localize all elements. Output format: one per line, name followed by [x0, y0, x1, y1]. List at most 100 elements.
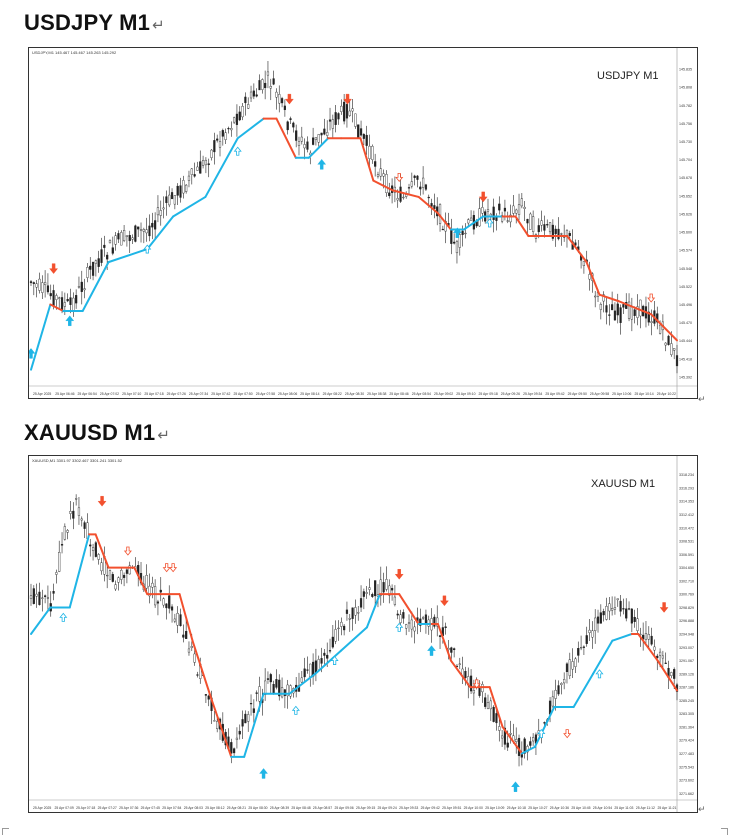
candle-body	[193, 653, 196, 663]
downtrend-segment	[585, 261, 601, 296]
candle-body	[557, 228, 560, 240]
candle-body	[179, 185, 182, 198]
chart-heading-xauusd: XAUUSD M1 ↵	[24, 420, 170, 446]
candle-body	[416, 175, 419, 180]
candle-body	[300, 136, 303, 142]
time-tick-label: 25 Apr 08:21	[227, 806, 246, 810]
candle-body	[218, 141, 222, 148]
candle-body	[605, 606, 608, 620]
price-tick-label: 3316.293	[679, 486, 694, 490]
sell-arrow-icon	[169, 563, 178, 573]
candle-body	[213, 720, 216, 722]
candle-body	[464, 671, 467, 679]
candle-body	[306, 669, 309, 671]
price-tick-label: 145.470	[679, 321, 692, 325]
price-tick-label: 145.418	[679, 357, 692, 361]
downtrend-segment	[94, 533, 110, 569]
downtrend-segment	[488, 686, 504, 728]
candle-body	[38, 591, 41, 605]
uptrend-segment	[365, 593, 381, 629]
candle-body	[162, 598, 165, 606]
candle-body	[656, 655, 659, 659]
price-tick-label: 3308.531	[679, 540, 694, 544]
candle-body	[478, 208, 481, 227]
candle-body	[278, 94, 281, 104]
time-tick-label: 25 Apr 08:12	[205, 806, 224, 810]
candle-body	[249, 91, 253, 99]
candle-body	[523, 738, 526, 754]
candle-body	[365, 134, 368, 146]
time-tick-label: 25 Apr 11:21	[657, 806, 676, 810]
candles	[29, 60, 679, 374]
sell-arrow-icon	[647, 293, 656, 303]
candle-body	[238, 111, 241, 121]
candle-body	[512, 205, 515, 214]
candle-body	[75, 498, 78, 500]
uptrend-segment	[30, 606, 52, 635]
candles	[29, 494, 679, 767]
candle-body	[187, 175, 191, 181]
candle-body	[436, 617, 439, 627]
time-tick-label: 25 Apr 10:22	[657, 392, 676, 396]
candle-body	[173, 195, 176, 205]
candle-body	[196, 674, 199, 676]
buy-arrow-icon	[29, 348, 36, 359]
candle-body	[328, 650, 332, 652]
candle-body	[424, 184, 428, 190]
candle-body	[529, 741, 532, 746]
candle-body	[619, 600, 622, 612]
candle-body	[185, 631, 188, 639]
chart-window-usdjpy[interactable]: 145.835 145.808 145.782 145.756 145.730 145.7…	[28, 47, 698, 399]
candle-body	[523, 206, 526, 209]
candle-body	[317, 134, 320, 143]
candle-body	[303, 668, 306, 678]
candle-body	[139, 229, 143, 231]
candle-body	[97, 554, 100, 560]
uptrend-segment	[243, 692, 265, 758]
chart-window-xauusd[interactable]: 3318.234 3316.293 3314.353 3312.412 3310.472…	[28, 455, 698, 813]
downtrend-segment	[178, 593, 194, 642]
buy-arrow-icon	[65, 315, 75, 326]
candle-body	[283, 689, 286, 696]
price-tick-label: 145.444	[679, 339, 692, 343]
downtrend-segment	[391, 189, 420, 198]
uptrend-segment	[314, 649, 343, 675]
candle-body	[89, 265, 92, 270]
candle-body	[673, 348, 676, 351]
candle-body	[529, 213, 532, 230]
time-tick-label: 25 Apr 09:02	[434, 392, 453, 396]
candle-body	[252, 708, 255, 713]
time-tick-label: 25 Apr 10:54	[593, 806, 612, 810]
candle-body	[289, 118, 292, 120]
buy-arrow-icon	[595, 669, 604, 679]
candle-body	[286, 121, 289, 131]
candle-body	[602, 294, 605, 302]
price-tick-label: 145.600	[679, 231, 692, 235]
candle-body	[396, 198, 399, 201]
candle-body	[154, 586, 157, 606]
candle-body	[283, 105, 286, 111]
candle-body	[486, 209, 490, 212]
sell-arrow-icon	[343, 93, 352, 105]
candle-body	[117, 233, 120, 240]
candle-body	[548, 222, 552, 233]
price-tick-label: 3275.543	[679, 765, 694, 769]
candle-body	[120, 569, 123, 580]
price-tick-label: 3294.948	[679, 633, 694, 637]
candle-body	[596, 616, 600, 624]
candle-body	[667, 335, 670, 345]
time-tick-label: 25 Apr 11:03	[614, 806, 633, 810]
candle-body	[35, 593, 38, 597]
candle-body	[266, 678, 270, 680]
candle-body	[407, 187, 411, 189]
downtrend-segment	[210, 699, 233, 758]
candle-body	[106, 574, 109, 577]
candle-body	[509, 733, 512, 735]
uptrend-segment	[520, 745, 536, 755]
candle-body	[122, 574, 126, 578]
candle-body	[368, 145, 371, 159]
candle-body	[221, 130, 224, 137]
candle-body	[278, 679, 281, 697]
candle-body	[627, 301, 631, 319]
candle-body	[199, 161, 202, 174]
